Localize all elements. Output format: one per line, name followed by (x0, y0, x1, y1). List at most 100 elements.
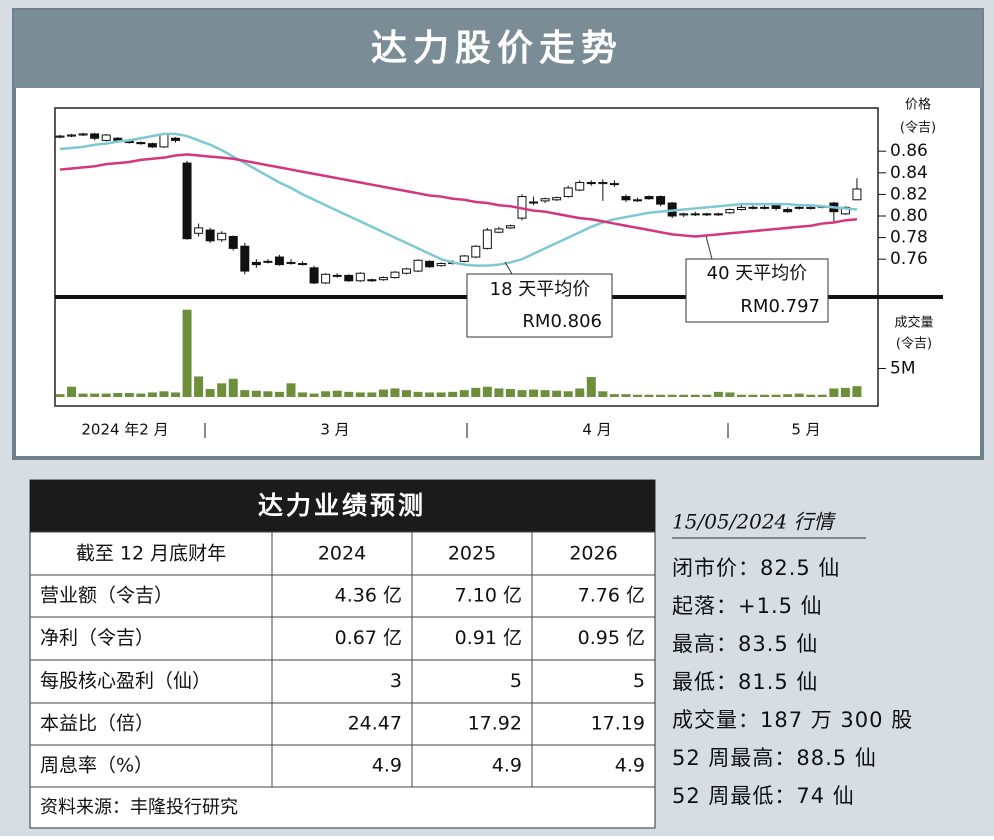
candle-body (309, 267, 319, 284)
y-tick-label: 0.84 (890, 163, 928, 183)
candle-body (713, 213, 723, 216)
table-cell: 4.9 (492, 755, 522, 777)
candle-body (563, 187, 573, 198)
candle-body (621, 196, 631, 201)
candle-body (748, 206, 758, 209)
volume-bar (713, 391, 723, 397)
volume-bar (355, 392, 365, 397)
volume-bar (182, 309, 192, 397)
volume-bar (633, 394, 642, 397)
annotation-pointer (705, 235, 713, 260)
volume-bar (113, 393, 123, 397)
candle-body (355, 272, 365, 282)
volume-bar (309, 393, 319, 397)
candle-body (540, 198, 550, 202)
x-tick-label: 5 月 (791, 421, 820, 439)
table-cell: 4.9 (372, 755, 402, 777)
volume-bar (852, 386, 862, 397)
volume-bar (217, 383, 227, 397)
candle-body (263, 260, 273, 263)
table-cell: 3 (390, 670, 402, 692)
candle-body (806, 206, 816, 209)
annotation-box (466, 273, 613, 338)
table-cell: 17.92 (468, 713, 522, 735)
candle-body (656, 196, 666, 205)
table-cell: 0.95 亿 (578, 627, 645, 649)
y-axis-label: (令吉) (900, 121, 936, 136)
annotation-text: RM0.797 (740, 296, 820, 317)
table-cell: 17.19 (591, 713, 645, 735)
candle-body (471, 245, 481, 258)
volume-bar (448, 391, 458, 397)
candle-body (78, 133, 88, 136)
candle-body (783, 209, 793, 213)
table-header: 2026 (569, 543, 617, 565)
candle-body (529, 201, 539, 204)
table-cell: 4.9 (615, 755, 645, 777)
volume-bar (783, 394, 793, 397)
candle-body (194, 227, 204, 234)
candle-body (147, 143, 157, 148)
volume-bar (736, 394, 746, 397)
y-tick-label: 0.86 (890, 141, 928, 161)
volume-bar (159, 391, 169, 397)
candle-body (344, 274, 354, 282)
annotation-text: RM0.806 (522, 311, 602, 332)
candle-body (609, 183, 619, 186)
volume-bar (794, 393, 804, 397)
volume-axis-label: 成交量 (894, 315, 933, 331)
candle-body (505, 225, 515, 229)
volume-bar (136, 393, 146, 397)
candle-body (390, 271, 400, 279)
candle-body (171, 137, 180, 141)
x-tick-label: 3 月 (320, 421, 349, 439)
volume-bar (378, 389, 388, 397)
annotation-box (685, 258, 829, 323)
quote-line: 最高：83.5 仙 (672, 632, 818, 656)
volume-axis-label: (令吉) (896, 337, 932, 352)
table-cell: 4.36 亿 (335, 585, 402, 607)
y-tick-label: 0.82 (890, 184, 928, 204)
table-cell: 5 (633, 670, 645, 692)
table-cell: 7.10 亿 (455, 585, 522, 607)
volume-bar (621, 394, 631, 397)
candle-body (575, 182, 585, 191)
table-header: 2025 (448, 543, 496, 565)
candle-body (482, 229, 492, 249)
volume-bar (505, 389, 515, 397)
volume-bar (367, 392, 377, 397)
candle-body (67, 134, 77, 137)
row-label: 营业额（令吉） (40, 585, 173, 607)
y-tick-label: 0.78 (890, 228, 928, 248)
title-bar (14, 10, 982, 88)
volume-bar (194, 376, 204, 397)
y-axis-label: 价格 (905, 97, 931, 113)
table-header: 截至 12 月底财年 (76, 543, 226, 565)
candle-body (159, 133, 169, 148)
volume-bar (552, 390, 562, 397)
volume-bar (286, 383, 296, 397)
volume-bar (471, 387, 481, 397)
candle-body (586, 182, 596, 185)
volume-bar (771, 394, 781, 397)
candle-body (760, 206, 770, 209)
quote-line: 闭市价：82.5 仙 (672, 556, 840, 580)
candle-body (690, 213, 700, 216)
candle-body (332, 274, 342, 277)
candle-body (217, 232, 227, 241)
volume-bar (679, 394, 689, 397)
volume-bar (690, 394, 700, 397)
volume-bar (644, 394, 654, 397)
volume-bar (274, 391, 284, 397)
volume-bar (806, 394, 816, 397)
volume-bar (563, 391, 573, 397)
volume-bar (55, 394, 65, 397)
volume-bar (575, 388, 585, 397)
candle-body (644, 196, 654, 200)
volume-bar (228, 378, 238, 397)
chart-title: 达力股价走势 (371, 28, 623, 69)
candle-body (633, 199, 642, 202)
candle-body (101, 134, 111, 141)
volume-bar (482, 386, 492, 397)
